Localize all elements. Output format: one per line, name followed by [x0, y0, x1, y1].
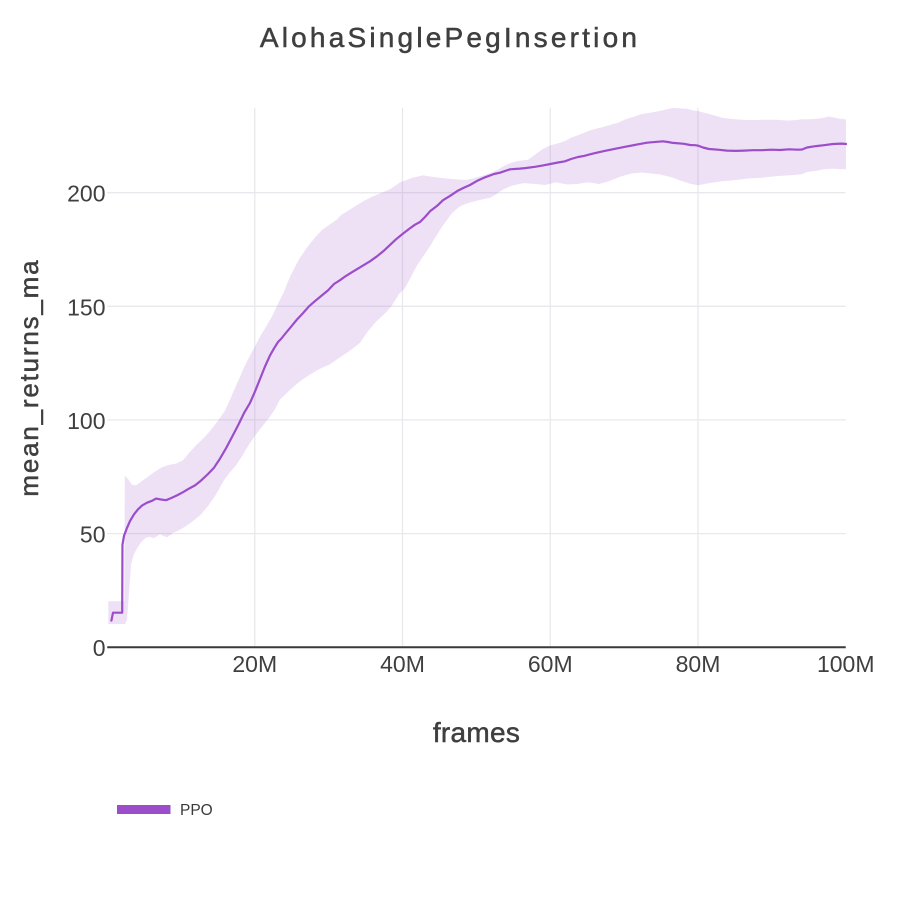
svg-text:100: 100: [67, 408, 105, 434]
svg-text:50: 50: [80, 522, 106, 548]
svg-text:mean_returns_ma: mean_returns_ma: [14, 259, 44, 497]
svg-text:80M: 80M: [676, 651, 721, 677]
svg-text:150: 150: [67, 294, 105, 320]
svg-text:AlohaSinglePegInsertion: AlohaSinglePegInsertion: [260, 22, 640, 53]
svg-text:frames: frames: [433, 717, 520, 748]
svg-text:100M: 100M: [817, 651, 875, 677]
svg-text:200: 200: [67, 181, 105, 207]
svg-text:40M: 40M: [380, 651, 425, 677]
svg-text:60M: 60M: [528, 651, 573, 677]
svg-text:0: 0: [93, 635, 106, 661]
svg-text:20M: 20M: [232, 651, 277, 677]
svg-text:PPO: PPO: [180, 802, 213, 819]
